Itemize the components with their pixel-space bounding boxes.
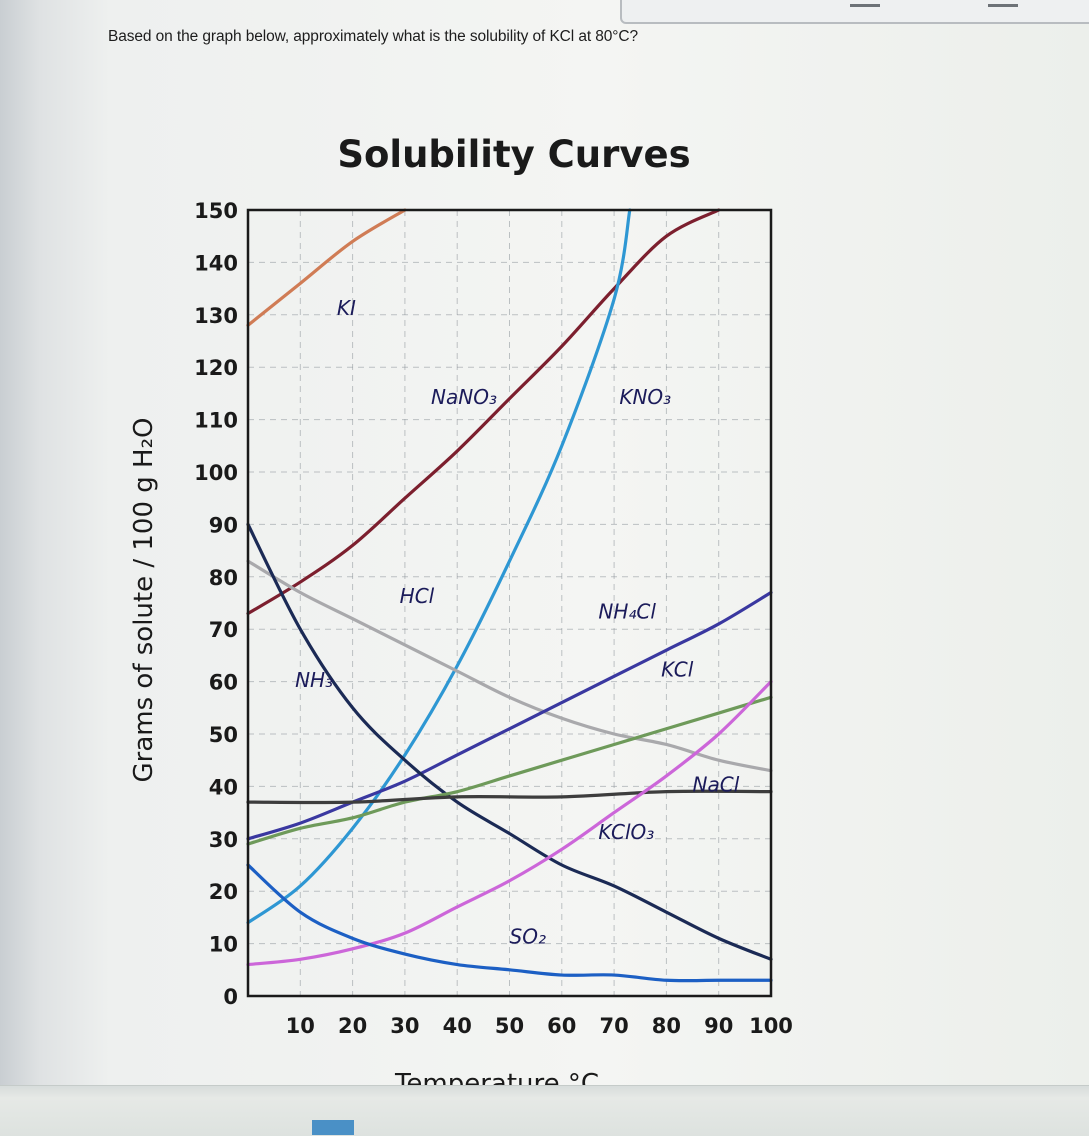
y-tick-label: 30 [209, 828, 238, 852]
y-tick-label: 40 [209, 775, 238, 799]
series-line-NH₄Cl [246, 590, 773, 841]
y-tick-label: 150 [194, 199, 238, 223]
series-line-NH₃ [246, 522, 773, 961]
series-labels: KI NaNO₃ KNO₃ HCl NH₄Cl NH₃ KCl NaCl KClO₃ SO₂ [295, 296, 740, 949]
series-label: NH₃ [295, 668, 333, 692]
series-line-NaNO₃ [246, 208, 721, 616]
series-line-KI [246, 208, 407, 327]
y-tick-label: 140 [194, 251, 238, 275]
series-label: NH₄Cl [598, 600, 656, 624]
y-axis-title-group: Grams of solute / 100 g H₂O [129, 418, 159, 783]
series-line-SO₂ [246, 863, 773, 983]
x-tick-label: 10 [286, 1014, 315, 1038]
series-label: SO₂ [510, 925, 546, 949]
series-label: KI [337, 296, 356, 320]
y-tick-label: 100 [194, 461, 238, 485]
series-lines [246, 208, 773, 983]
y-tick-label: 130 [194, 304, 238, 328]
y-tick-label: 60 [209, 671, 238, 695]
y-tick-label: 50 [209, 723, 238, 747]
x-tick-label: 60 [547, 1014, 576, 1038]
grid-lines [248, 210, 771, 996]
x-tick-label: 40 [443, 1014, 472, 1038]
y-tick-label: 90 [209, 513, 238, 537]
x-tick-label: 80 [652, 1014, 681, 1038]
y-axis-title: Grams of solute / 100 g H₂O [129, 418, 159, 783]
chart-title: Solubility Curves [337, 133, 690, 176]
x-tick-label: 50 [495, 1014, 524, 1038]
y-tick-label: 110 [194, 409, 238, 433]
x-tick-label: 30 [390, 1014, 419, 1038]
series-line-KCl [246, 695, 773, 846]
tick-labels: 0 10 20 30 40 50 60 70 80 90 100 110 120 130 140 150 10 2… [194, 199, 793, 1038]
series-line-KNO₃ [246, 208, 632, 925]
y-tick-label: 10 [209, 933, 238, 957]
series-line-HCl [246, 559, 773, 773]
x-tick-label: 20 [338, 1014, 367, 1038]
series-label: NaNO₃ [431, 385, 497, 409]
y-tick-label: 120 [194, 356, 238, 380]
y-tick-label: 20 [209, 880, 238, 904]
series-line-KClO₃ [246, 680, 773, 967]
question-text: Based on the graph below, approximately … [108, 28, 639, 45]
taskbar-app-icon [312, 1120, 354, 1135]
x-tick-label: 70 [599, 1014, 628, 1038]
x-tick-label: 100 [749, 1014, 793, 1038]
y-tick-label: 0 [223, 985, 238, 1009]
series-line-NaCl [246, 789, 773, 805]
series-label: KClO₃ [598, 820, 654, 844]
y-tick-label: 70 [209, 618, 238, 642]
series-label: HCl [400, 584, 435, 608]
series-label: KNO₃ [619, 385, 671, 409]
series-label: KCl [661, 657, 694, 681]
top-toolbar-frame [620, 0, 1089, 24]
toolbar-dash [850, 4, 880, 7]
x-tick-label: 90 [704, 1014, 733, 1038]
bottom-taskbar [0, 1085, 1089, 1136]
plot-frame [246, 208, 773, 998]
toolbar-dash [988, 4, 1018, 7]
series-label: NaCl [693, 773, 740, 797]
y-tick-label: 80 [209, 566, 238, 590]
